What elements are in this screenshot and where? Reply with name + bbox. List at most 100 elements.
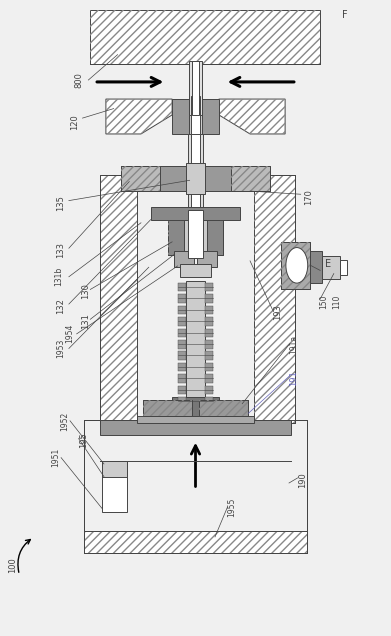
Text: 193: 193 — [273, 304, 282, 320]
Text: 131b: 131b — [54, 267, 63, 286]
Text: E: E — [325, 259, 331, 269]
Bar — [84, 530, 307, 553]
Bar — [84, 420, 307, 553]
Bar — [281, 242, 310, 289]
Text: 1954: 1954 — [66, 324, 75, 343]
Bar — [188, 210, 203, 258]
Text: 130: 130 — [81, 283, 90, 299]
Bar — [172, 99, 219, 134]
Bar — [84, 530, 307, 553]
Text: 120: 120 — [70, 114, 79, 130]
Bar — [205, 306, 213, 314]
Bar — [205, 340, 213, 349]
Text: F: F — [342, 10, 347, 20]
Bar — [100, 175, 137, 423]
Bar — [90, 10, 320, 64]
Bar — [199, 401, 248, 417]
Text: 170: 170 — [304, 189, 313, 205]
Bar — [205, 329, 213, 337]
Bar — [281, 242, 310, 289]
Bar — [199, 401, 248, 417]
Bar — [178, 363, 186, 371]
Bar — [178, 306, 186, 314]
Bar — [143, 401, 248, 417]
Text: 132: 132 — [57, 298, 66, 314]
Bar — [231, 166, 269, 191]
Bar — [122, 166, 269, 191]
Bar — [205, 283, 213, 291]
Bar — [178, 329, 186, 337]
Bar — [254, 175, 295, 423]
Bar — [281, 242, 310, 289]
Bar — [168, 213, 223, 254]
Bar — [178, 352, 186, 360]
Bar — [189, 96, 202, 137]
Text: 1953: 1953 — [57, 339, 66, 358]
Bar — [231, 166, 269, 191]
Text: 191: 191 — [289, 370, 298, 386]
Bar — [137, 417, 254, 423]
Bar — [100, 175, 295, 423]
Bar — [143, 401, 192, 417]
Bar — [191, 134, 200, 216]
Polygon shape — [219, 99, 285, 134]
Bar — [178, 397, 186, 406]
Bar — [102, 461, 127, 511]
Bar — [310, 251, 322, 283]
Text: 191a: 191a — [289, 335, 298, 354]
Bar — [205, 317, 213, 326]
Bar — [122, 166, 160, 191]
Bar — [190, 174, 201, 186]
Bar — [137, 175, 254, 423]
Bar — [340, 259, 348, 275]
Bar — [205, 375, 213, 383]
Text: 1955: 1955 — [228, 497, 237, 516]
Bar — [188, 134, 203, 216]
Bar — [151, 207, 240, 219]
Bar — [186, 281, 205, 407]
Text: 135: 135 — [57, 195, 66, 211]
Text: 150: 150 — [319, 294, 328, 308]
Bar — [178, 340, 186, 349]
Bar — [186, 163, 205, 194]
Bar — [143, 401, 192, 417]
Bar — [205, 397, 213, 406]
Text: 195: 195 — [79, 432, 88, 448]
Bar — [184, 210, 207, 258]
Bar — [90, 10, 320, 64]
Text: 100: 100 — [8, 557, 17, 572]
Text: 800: 800 — [74, 72, 83, 88]
Bar — [197, 251, 217, 267]
Bar — [205, 294, 213, 303]
Bar — [254, 175, 295, 423]
Bar — [178, 375, 186, 383]
Polygon shape — [106, 99, 172, 134]
Bar — [168, 213, 223, 254]
Bar — [178, 294, 186, 303]
Bar — [84, 420, 307, 553]
Bar — [102, 461, 127, 476]
Bar — [178, 317, 186, 326]
Bar — [172, 398, 219, 423]
Text: 1952: 1952 — [61, 411, 70, 431]
Bar — [100, 175, 137, 423]
Bar — [178, 385, 186, 394]
Text: 1951: 1951 — [52, 448, 61, 467]
Bar — [205, 352, 213, 360]
Bar — [322, 256, 340, 279]
Bar — [168, 213, 223, 254]
Bar — [122, 166, 160, 191]
Bar — [205, 363, 213, 371]
Bar — [189, 61, 202, 115]
Bar — [174, 251, 194, 267]
Bar — [191, 96, 200, 137]
Text: 133: 133 — [57, 242, 66, 258]
Bar — [100, 420, 291, 436]
Bar — [192, 61, 199, 115]
Text: 190: 190 — [298, 472, 307, 488]
Text: 131: 131 — [81, 313, 90, 329]
Bar — [180, 264, 211, 277]
Text: 110: 110 — [332, 294, 341, 308]
Bar — [205, 385, 213, 394]
Circle shape — [286, 247, 308, 283]
